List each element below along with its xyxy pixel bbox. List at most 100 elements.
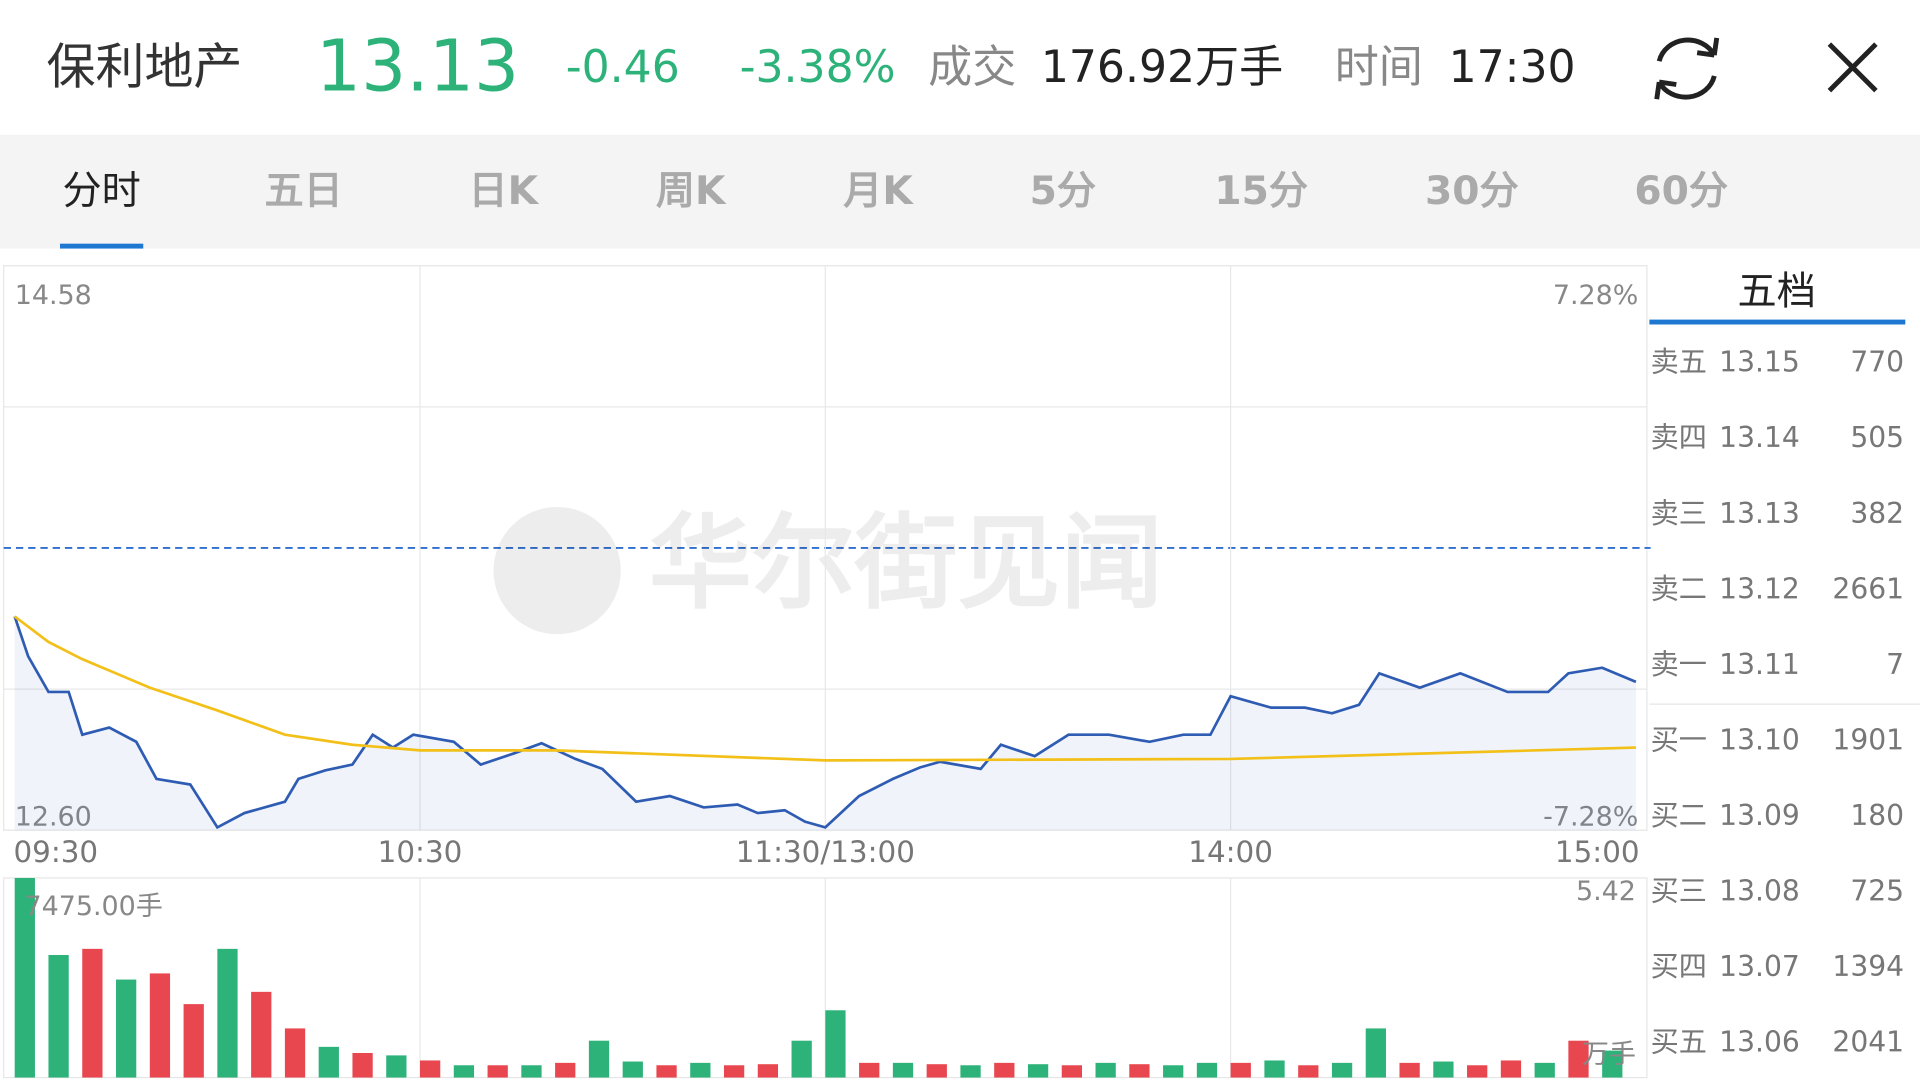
order-label: 卖四	[1651, 421, 1707, 454]
volume-bar	[1095, 1062, 1116, 1078]
volume-bar	[1500, 1060, 1522, 1078]
order-label: 卖二	[1651, 572, 1707, 605]
tab[interactable]: 5分	[1030, 169, 1096, 214]
volume-bar	[723, 1065, 745, 1078]
order-label: 买一	[1651, 723, 1707, 756]
order-price: 13.14	[1719, 421, 1800, 454]
tab[interactable]: 15分	[1214, 169, 1308, 214]
order-price: 13.13	[1719, 497, 1800, 530]
volume-bar	[1602, 1050, 1623, 1078]
volume-bar	[82, 948, 103, 1078]
tab-bar	[0, 134, 1920, 249]
price-change-pct: -3.38%	[740, 42, 896, 93]
volume-bar	[622, 1061, 643, 1078]
stock-price: 13.13	[316, 25, 519, 108]
volume-bar	[420, 1060, 441, 1078]
volume-bar	[521, 1065, 542, 1078]
volume-bar	[48, 954, 69, 1078]
time-label: 时间	[1335, 42, 1423, 93]
order-quantity: 1901	[1832, 723, 1904, 756]
close-button[interactable]	[1827, 42, 1878, 93]
average-line	[13, 615, 1636, 762]
tab[interactable]: 分时	[62, 169, 140, 214]
tab[interactable]: 月K	[843, 169, 914, 214]
order-label: 卖五	[1651, 346, 1707, 379]
order-label: 卖三	[1651, 497, 1707, 530]
volume-bar	[926, 1064, 947, 1078]
x-tick-label: 15:00	[1555, 835, 1640, 869]
order-quantity: 770	[1850, 346, 1904, 379]
header-bg	[0, 0, 1920, 135]
volume-bar	[1061, 1065, 1082, 1078]
tab-underline	[60, 243, 144, 249]
order-book-underline	[1649, 319, 1906, 325]
volume-bar	[251, 991, 272, 1078]
volume-bar	[386, 1055, 407, 1078]
refresh-button[interactable]	[1654, 37, 1720, 100]
tab[interactable]: 60分	[1634, 169, 1728, 214]
order-quantity: 1394	[1832, 950, 1904, 983]
order-quantity: 2661	[1832, 572, 1904, 605]
volume-bar	[1433, 1061, 1454, 1078]
y-tick-label: 14.58	[15, 280, 92, 311]
volume-bar	[1129, 1064, 1150, 1078]
volume-bar	[757, 1064, 779, 1078]
order-label: 买五	[1651, 1026, 1707, 1059]
time-value: 17:30	[1449, 42, 1576, 93]
volume-bar	[1230, 1062, 1251, 1078]
volume-bar	[318, 1046, 339, 1078]
order-price: 13.07	[1719, 950, 1800, 983]
tab[interactable]: 五日	[264, 169, 342, 214]
volume-bar	[453, 1065, 475, 1078]
order-quantity: 180	[1850, 799, 1904, 832]
volume-unit-label: 万手	[1582, 1039, 1636, 1070]
volume-label: 成交	[928, 42, 1016, 93]
volume-bar	[960, 1065, 981, 1078]
volume-bar	[149, 973, 171, 1078]
tab[interactable]: 30分	[1425, 169, 1519, 214]
volume-value: 176.92万手	[1041, 42, 1283, 93]
volume-bar	[1365, 1028, 1386, 1078]
order-quantity: 505	[1850, 421, 1904, 454]
volume-bar	[1568, 1040, 1589, 1078]
volume-bar	[217, 948, 238, 1078]
order-price: 13.11	[1719, 648, 1800, 681]
volume-bar	[825, 1010, 846, 1078]
volume-bar	[183, 1004, 204, 1078]
tab[interactable]: 日K	[468, 169, 539, 214]
order-price: 13.15	[1719, 346, 1800, 379]
volume-bar	[1027, 1064, 1049, 1078]
tabs: 分时 五日 日K 周K 月K 5分 15分 30分 60分	[60, 169, 1728, 249]
order-label: 卖一	[1651, 648, 1707, 681]
order-price: 13.06	[1719, 1026, 1800, 1059]
x-tick-label: 09:30	[13, 835, 98, 869]
price-change: -0.46	[566, 42, 680, 93]
order-label: 买四	[1651, 950, 1707, 983]
order-book-title: 五档	[1738, 269, 1816, 314]
volume-bar	[555, 1062, 576, 1078]
volume-bar	[284, 1028, 306, 1078]
volume-bar	[656, 1065, 677, 1078]
order-quantity: 2041	[1832, 1026, 1904, 1059]
y2-tick-label: 7.28%	[1553, 280, 1639, 311]
order-quantity: 7	[1886, 648, 1904, 681]
x-tick-label: 11:30/13:00	[736, 835, 915, 869]
watermark-logo	[493, 506, 621, 635]
volume-bar	[1534, 1062, 1555, 1078]
x-tick-label: 10:30	[378, 835, 463, 869]
chart-area: 华尔街见闻 09:30 10:30 11:30/13:00 14:00 15:00 14.5…	[3, 265, 1651, 1079]
volume-bar	[588, 1040, 610, 1078]
price-line	[13, 615, 1637, 830]
volume-bar	[892, 1062, 914, 1078]
volume-bar	[116, 979, 137, 1078]
volume-bar	[1467, 1065, 1488, 1078]
volume-bar	[352, 1052, 373, 1078]
watermark: 华尔街见闻	[649, 502, 1163, 623]
tab[interactable]: 周K	[656, 169, 727, 214]
volume-bar	[1196, 1062, 1218, 1078]
volume-bar	[690, 1062, 711, 1078]
order-price: 13.10	[1719, 723, 1800, 756]
